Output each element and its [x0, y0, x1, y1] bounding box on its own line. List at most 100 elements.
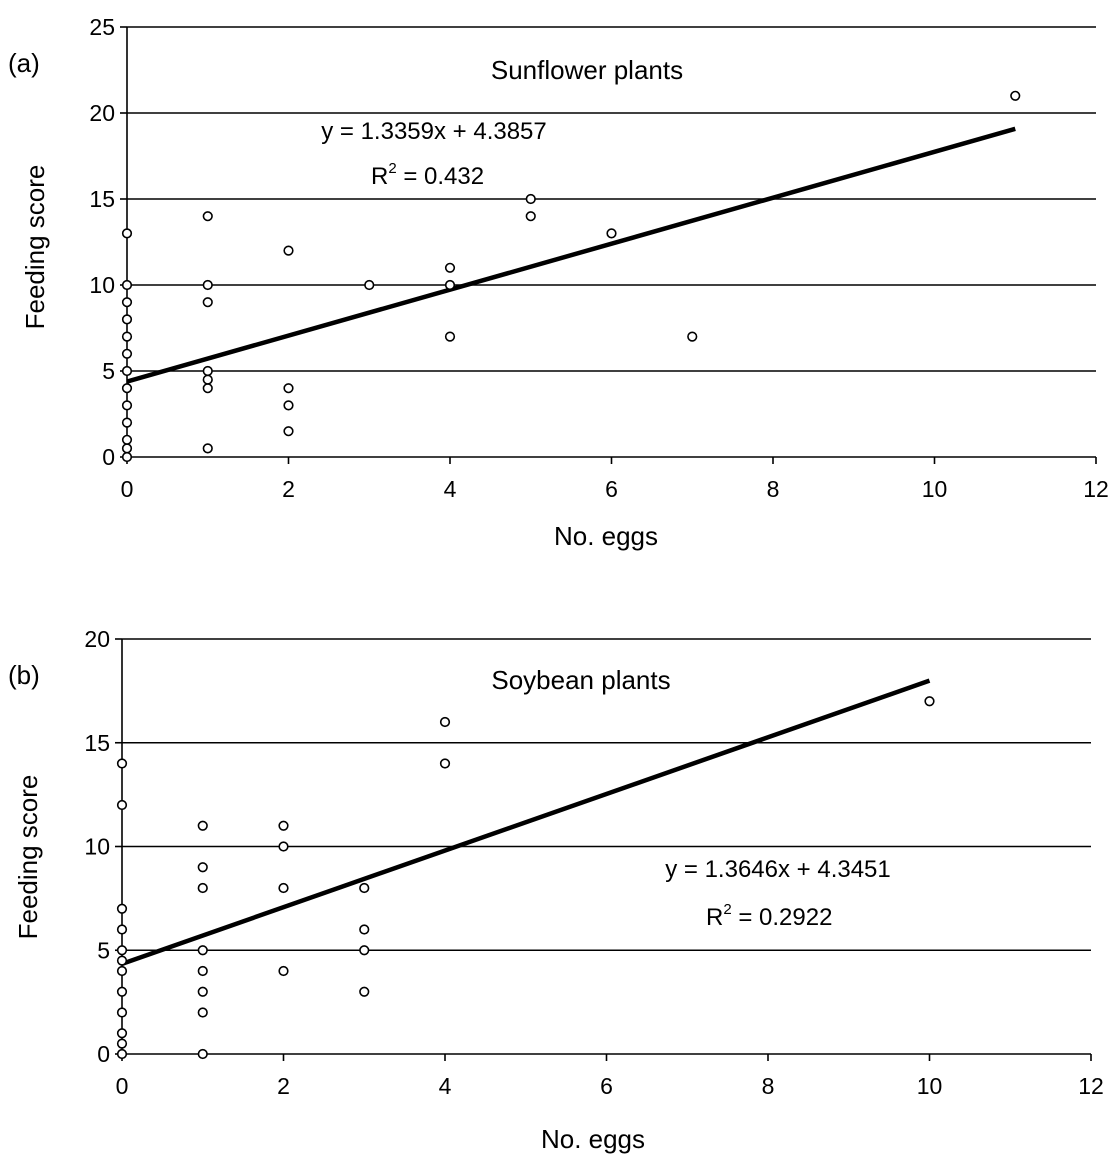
y-tick-label: 15 — [84, 730, 110, 756]
data-point — [197, 945, 208, 956]
data-point — [444, 331, 456, 342]
data-point — [116, 799, 128, 811]
data-point — [116, 903, 128, 914]
data-point — [116, 955, 128, 966]
data-point — [924, 696, 935, 707]
data-point — [121, 228, 133, 239]
data-point — [283, 426, 294, 437]
chart-panel-a: 0 5 10 15 20 25 0 2 4 6 8 10 12 (a) Sunflower plants… — [8, 14, 1109, 551]
r-squared-label: R2 = 0.432 — [371, 160, 484, 190]
data-point — [439, 716, 451, 728]
regression-line — [121, 678, 931, 966]
data-point — [116, 758, 128, 769]
panel-label: (b) — [8, 660, 40, 690]
data-point — [202, 443, 213, 454]
y-tick-label: 20 — [89, 100, 115, 126]
data-point — [197, 1007, 208, 1018]
y-tick-label: 10 — [84, 834, 110, 860]
data-points — [116, 696, 935, 1060]
data-point — [283, 400, 294, 411]
y-tick-label: 0 — [97, 1041, 110, 1067]
chart-title: Sunflower plants — [491, 55, 683, 85]
data-point — [202, 297, 213, 308]
data-point — [278, 820, 289, 831]
data-point — [359, 924, 370, 935]
regression-equation: y = 1.3646x + 4.3451 — [665, 856, 891, 883]
x-tick-label: 10 — [922, 476, 948, 502]
data-point — [121, 451, 133, 463]
r-squared-value: = 0.2922 — [732, 904, 833, 931]
data-point — [359, 882, 370, 894]
x-tick-label: 8 — [767, 476, 780, 502]
y-tick-label: 0 — [102, 444, 115, 470]
data-points — [121, 90, 1021, 463]
data-point — [197, 820, 208, 831]
data-point — [444, 279, 456, 291]
data-point — [197, 986, 208, 997]
data-point — [687, 331, 698, 342]
data-point — [202, 374, 213, 385]
y-tick-label: 5 — [97, 937, 110, 963]
x-tick-label: 6 — [600, 1073, 613, 1099]
x-tick-label: 6 — [605, 476, 618, 502]
data-point — [359, 986, 370, 997]
data-point — [202, 365, 213, 377]
data-point — [116, 924, 128, 935]
data-point — [121, 348, 133, 359]
data-point — [121, 443, 133, 454]
data-point — [283, 383, 294, 394]
y-tick-label: 10 — [89, 272, 115, 298]
tick-labels: 0 5 10 15 20 25 0 2 4 6 8 10 12 — [89, 14, 1108, 502]
regression-equation: y = 1.3359x + 4.3857 — [321, 118, 547, 145]
x-tick-label: 4 — [439, 1073, 452, 1099]
data-point — [283, 245, 294, 256]
data-point — [202, 211, 213, 222]
x-tick-label: 12 — [1078, 1073, 1104, 1099]
x-tick-label: 0 — [121, 476, 134, 502]
x-tick-label: 12 — [1083, 476, 1109, 502]
x-tick-label: 0 — [116, 1073, 129, 1099]
data-point — [116, 965, 128, 977]
data-point — [278, 882, 289, 894]
data-point — [116, 1007, 128, 1018]
data-point — [121, 417, 133, 428]
r-squared-value: = 0.432 — [397, 163, 484, 190]
x-axis-label: No. eggs — [554, 521, 658, 551]
data-point — [439, 758, 451, 769]
data-point — [197, 965, 208, 977]
y-tick-label: 5 — [102, 358, 115, 384]
data-point — [525, 211, 536, 222]
data-point — [359, 945, 370, 956]
chart-panel-b: 0 5 10 15 20 0 2 4 6 8 10 12 (b) Soybean plants y =… — [8, 626, 1104, 1154]
x-axis-label: No. eggs — [541, 1124, 645, 1154]
data-point — [121, 279, 133, 291]
data-point — [278, 841, 289, 852]
data-point — [606, 228, 617, 239]
x-tick-label: 10 — [917, 1073, 943, 1099]
data-point — [121, 314, 133, 325]
y-tick-label: 25 — [89, 14, 115, 40]
x-tick-label: 2 — [277, 1073, 290, 1099]
data-point — [278, 965, 289, 977]
data-point — [116, 1028, 128, 1039]
y-tick-label: 20 — [84, 626, 110, 652]
data-point — [121, 434, 133, 445]
r-squared-exponent: 2 — [388, 160, 396, 177]
data-point — [121, 297, 133, 308]
chart-title: Soybean plants — [491, 665, 670, 695]
data-point — [116, 1048, 128, 1060]
panel-label: (a) — [8, 48, 40, 78]
data-point — [525, 193, 536, 205]
y-tick-label: 15 — [89, 186, 115, 212]
data-point — [202, 279, 213, 291]
y-axis-label: Feeding score — [13, 775, 43, 940]
data-point — [116, 1038, 128, 1049]
data-point — [1010, 90, 1021, 101]
data-point — [121, 331, 133, 342]
x-tick-label: 8 — [762, 1073, 775, 1099]
data-point — [197, 882, 208, 894]
tick-marks — [115, 638, 1092, 1061]
data-point — [197, 862, 208, 873]
x-tick-label: 2 — [282, 476, 295, 502]
